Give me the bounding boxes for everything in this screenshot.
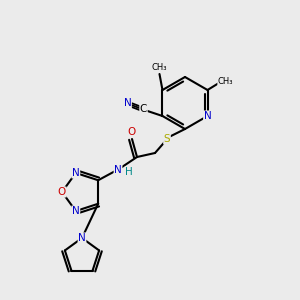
Text: N: N [204,111,212,121]
Text: O: O [58,187,66,197]
Text: H: H [125,167,133,177]
Text: N: N [72,168,80,178]
Text: C: C [140,104,147,114]
Text: S: S [164,134,170,144]
Text: N: N [78,233,86,243]
Text: CH₃: CH₃ [218,76,233,85]
Text: CH₃: CH₃ [152,62,167,71]
Text: N: N [72,206,80,216]
Text: O: O [127,127,135,137]
Text: N: N [114,165,122,175]
Text: N: N [124,98,131,108]
